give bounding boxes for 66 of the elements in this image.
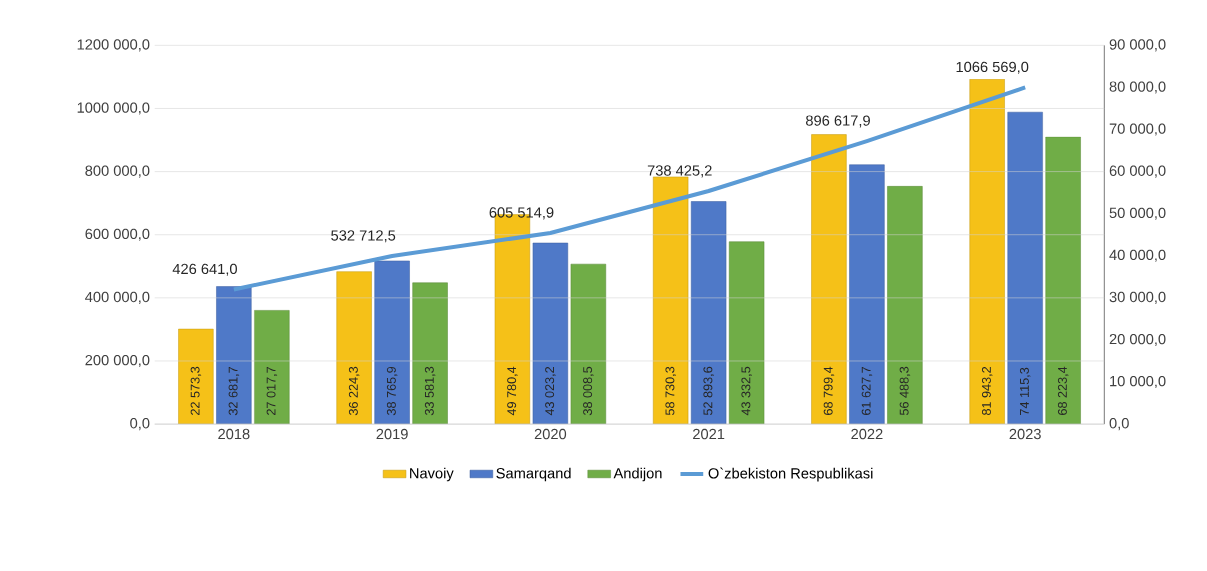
data-label: 56 488,3	[899, 366, 911, 416]
data-label: 61 627,7	[861, 367, 873, 416]
bar	[178, 328, 214, 425]
y2-tick-label: 80 000,0	[1109, 81, 1166, 94]
data-label: 38 008,5	[583, 366, 594, 416]
y2-tick-label: 40 000,0	[1109, 249, 1166, 262]
bar	[652, 176, 689, 425]
bar	[254, 310, 290, 425]
x-tick-label: 2019	[376, 428, 408, 440]
data-label: 68 799,4	[823, 366, 835, 416]
x-tick-label: 2020	[534, 428, 567, 440]
data-label: 43 332,5	[741, 366, 752, 416]
data-label: 22 573,3	[190, 366, 202, 416]
bar	[887, 186, 923, 425]
bar	[374, 260, 410, 425]
y2-tick-label: 70 000,0	[1109, 123, 1166, 136]
legend-label: Navoiy	[410, 467, 454, 482]
x-tick-label: 2023	[1009, 428, 1041, 440]
legend-label: Andijon	[613, 467, 662, 482]
data-label: 38 765,9	[386, 367, 398, 416]
y-tick-label: 1200 000,0	[77, 39, 150, 52]
data-label: 43 023,2	[545, 367, 556, 416]
data-label: 27 017,7	[266, 367, 278, 416]
bar	[216, 286, 252, 425]
data-label: 68 223,4	[1057, 366, 1069, 416]
y-tick-label: 1000 000,0	[77, 102, 150, 115]
legend-label: O`zbekiston Respublikasi	[708, 467, 873, 482]
y-tick-label: 400 000,0	[85, 291, 150, 305]
data-label: 58 730,3	[665, 366, 676, 416]
bar	[969, 79, 1005, 425]
data-label: 1066 569,0	[956, 61, 1029, 74]
data-label: 49 780,4	[507, 366, 518, 416]
data-label: 36 224,3	[348, 366, 360, 416]
legend-label: Samarqand	[496, 467, 571, 482]
y2-tick-label: 10 000,0	[1110, 376, 1166, 389]
y-tick-label: 600 000,0	[85, 228, 150, 241]
data-label: 426 641,0	[172, 263, 237, 276]
bar	[336, 271, 372, 425]
data-label: 32 681,7	[228, 367, 240, 416]
bar	[1007, 112, 1043, 425]
bar	[412, 282, 448, 425]
data-label: 896 617,9	[806, 115, 870, 128]
data-label: 532 712,5	[331, 230, 396, 243]
bar	[811, 134, 847, 425]
x-tick-label: 2021	[693, 428, 725, 440]
y2-tick-label: 90 000,0	[1109, 39, 1166, 52]
bar	[849, 164, 885, 425]
bar	[1045, 136, 1081, 425]
data-label: 738 425,2	[647, 165, 712, 178]
x-tick-label: 2018	[218, 428, 250, 440]
data-label: 33 581,3	[424, 366, 436, 416]
data-label: 52 893,6	[703, 366, 714, 416]
y-tick-label: 0,0	[130, 418, 150, 431]
y2-tick-label: 50 000,0	[1109, 207, 1166, 220]
bar	[728, 241, 765, 425]
y2-tick-label: 20 000,0	[1109, 333, 1166, 347]
data-label: 74 115,3	[1019, 367, 1031, 416]
y2-tick-label: 0,0	[1109, 418, 1129, 431]
y-tick-label: 200 000,0	[85, 355, 150, 368]
y2-tick-label: 60 000,0	[1109, 165, 1166, 178]
y-tick-label: 800 000,0	[85, 165, 150, 178]
bar	[690, 201, 727, 425]
data-label: 81 943,2	[981, 367, 993, 416]
x-tick-label: 2022	[851, 428, 883, 440]
bar	[532, 242, 569, 425]
y2-tick-label: 30 000,0	[1109, 291, 1166, 305]
